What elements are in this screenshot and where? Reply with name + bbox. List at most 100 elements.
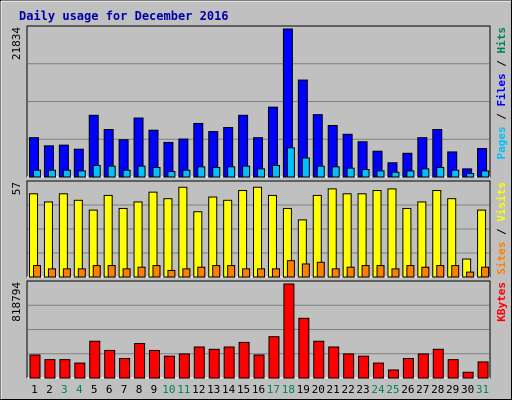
x-tick-label: 25 [386, 383, 399, 396]
pages-bar [316, 165, 325, 178]
x-tick-label: 23 [356, 383, 369, 396]
legend-segment: / [495, 222, 508, 242]
legend-segment: Hits [495, 27, 508, 54]
legend-segment: / [495, 54, 508, 74]
sites-bar [33, 265, 41, 278]
pages-bar [212, 167, 221, 178]
visits-bar [327, 188, 337, 278]
x-tick-label: 22 [341, 383, 354, 396]
kbytes-bar [119, 357, 131, 379]
pages-bar [301, 157, 310, 178]
pages-bar [391, 171, 400, 178]
pages-bar [421, 168, 430, 178]
kbytes-bar [387, 369, 399, 379]
visits-bar [238, 190, 248, 278]
pages-bar [346, 167, 355, 178]
pages-bar [77, 170, 86, 178]
panel-3-ymax-label: 818794 [10, 282, 23, 322]
kbytes-bar [253, 354, 265, 379]
x-tick-label: 5 [91, 383, 98, 396]
pages-bar [33, 169, 41, 178]
sites-bar [257, 268, 266, 278]
pages-bar [466, 173, 475, 178]
pages-bar [122, 169, 131, 178]
pages-bar [152, 167, 161, 178]
pages-bar [137, 165, 146, 178]
x-tick-label: 21 [327, 383, 340, 396]
pages-bar [361, 169, 370, 178]
kbytes-bar [104, 349, 116, 379]
kbytes-bar [477, 361, 489, 379]
kbytes-bar [59, 359, 71, 379]
x-tick-label: 10 [162, 383, 175, 396]
visits-bar [342, 193, 352, 278]
pages-bar [376, 170, 385, 178]
visits-bar [133, 201, 143, 278]
visits-bar [163, 198, 173, 278]
kbytes-bar [462, 371, 474, 379]
kbytes-bar [163, 355, 175, 379]
kbytes-bar [74, 362, 86, 379]
sites-bar [316, 261, 325, 278]
pages-bar [436, 167, 445, 178]
x-tick-label: 12 [192, 383, 205, 396]
pages-bar [47, 169, 56, 178]
visits-bar [118, 207, 128, 278]
x-tick-label: 9 [151, 383, 158, 396]
visits-bar [29, 193, 38, 278]
x-tick-label: 11 [177, 383, 190, 396]
x-tick-label: 30 [461, 383, 474, 396]
sites-bar [376, 265, 385, 278]
kbytes-bar [432, 348, 444, 379]
x-tick-label: 18 [282, 383, 295, 396]
sites-bar [227, 265, 236, 278]
pages-bar [197, 166, 206, 178]
sites-bar [92, 265, 101, 278]
kbytes-bar [283, 283, 295, 379]
visits-bar [103, 194, 113, 278]
kbytes-bar [223, 346, 235, 379]
sites-bar [406, 265, 415, 278]
sites-bar [212, 265, 221, 278]
x-tick-label: 28 [431, 383, 444, 396]
x-tick-label: 4 [76, 383, 83, 396]
kbytes-bar [89, 340, 101, 379]
kbytes-bar [134, 343, 146, 379]
kbytes-bar [402, 357, 414, 379]
visits-bar [387, 188, 397, 278]
legend-segment: KBytes [495, 282, 508, 322]
kbytes-bar [238, 341, 250, 379]
sites-bar [481, 266, 490, 278]
legend-segment: / [495, 107, 508, 127]
pages-bar [406, 170, 415, 178]
kbytes-bar [343, 353, 355, 379]
sites-bar [421, 266, 430, 278]
pages-bar [451, 169, 460, 178]
sites-bar [301, 263, 310, 278]
sites-bar [77, 268, 86, 278]
kbytes-bar [373, 362, 385, 379]
x-tick-label: 27 [416, 383, 429, 396]
x-tick-label: 1 [31, 383, 38, 396]
chart-title: Daily usage for December 2016 [19, 9, 229, 23]
pages-bar [286, 147, 295, 178]
legend-segment: Visits [495, 182, 508, 222]
visits-bar [58, 193, 68, 278]
visits-bar [417, 201, 427, 278]
visits-bar [148, 191, 158, 278]
x-tick-label: 29 [446, 383, 459, 396]
visits-bar [208, 196, 218, 278]
pages-bar [167, 171, 176, 178]
pages-bar [242, 165, 251, 178]
visits-bar [267, 194, 277, 278]
sites-bar [47, 268, 56, 278]
x-tick-label: 8 [136, 383, 143, 396]
pages-bar [107, 165, 116, 178]
kbytes-bar [358, 355, 370, 379]
x-tick-label: 19 [297, 383, 310, 396]
sites-bar [242, 268, 251, 278]
kbytes-bar [44, 359, 56, 379]
visits-bar [43, 201, 53, 278]
x-tick-label: 16 [252, 383, 265, 396]
